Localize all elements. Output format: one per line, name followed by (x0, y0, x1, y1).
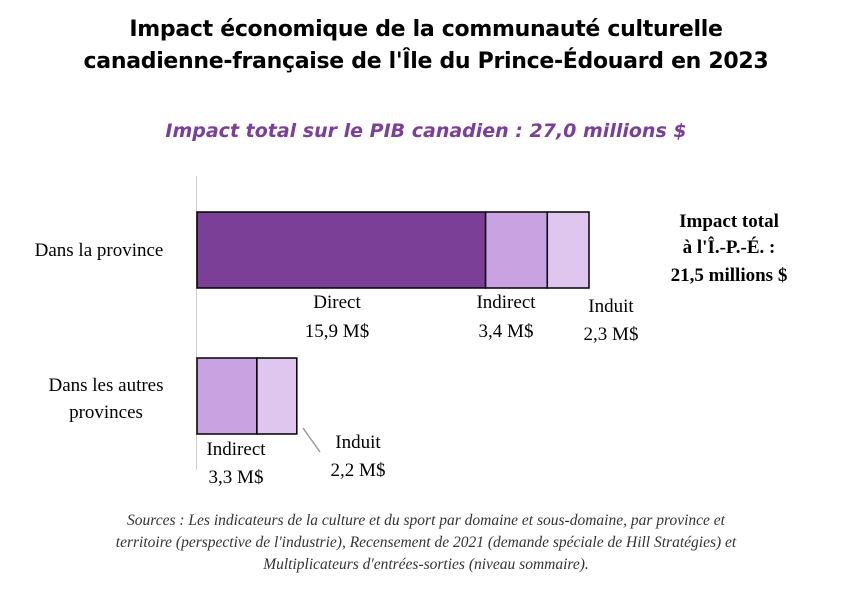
chart-title-line-1: Impact économique de la communauté cultu… (129, 17, 723, 42)
data-label-name: Indirect (476, 292, 536, 313)
data-label-name: Induit (588, 296, 634, 317)
bar-indirect (484, 211, 549, 289)
source-note-line-2: territoire (perspective de l'industrie),… (115, 534, 737, 551)
total-annotation-line: 21,5 millions $ (671, 265, 788, 286)
leader-line (302, 427, 321, 453)
data-label-name: Induit (335, 432, 381, 453)
chart-subtitle: Impact total sur le PIB canadien : 27,0 … (165, 120, 687, 142)
category-label: Dans les autres (48, 375, 163, 396)
bar-induit (256, 357, 298, 435)
source-note-line-3: Multiplicateurs d'entrées-sorties (nivea… (263, 556, 589, 573)
data-label-name: Indirect (206, 439, 266, 460)
total-annotation-line: Impact total (679, 211, 779, 232)
bar-direct (196, 211, 487, 289)
data-label-value: 3,4 M$ (479, 321, 534, 342)
chart-title: Impact économique de la communauté cultu… (0, 14, 852, 78)
category-label: Dans la province (35, 240, 164, 261)
bar-indirect (196, 357, 258, 435)
source-note: Sources : Les indicateurs de la culture … (20, 510, 832, 576)
data-label-value: 2,3 M$ (584, 324, 639, 345)
chart-title-line-2: canadienne-française de l'Île du Prince-… (83, 49, 769, 74)
data-label-value: 15,9 M$ (305, 321, 369, 342)
data-label-value: 3,3 M$ (209, 467, 264, 488)
source-note-line-1: Sources : Les indicateurs de la culture … (127, 512, 725, 529)
bar-induit (546, 211, 590, 289)
total-annotation-line: à l'Î.-P.-É. : (683, 236, 776, 258)
category-label: provinces (69, 402, 143, 423)
data-label-value: 2,2 M$ (331, 460, 386, 481)
data-label-name: Direct (313, 292, 361, 313)
